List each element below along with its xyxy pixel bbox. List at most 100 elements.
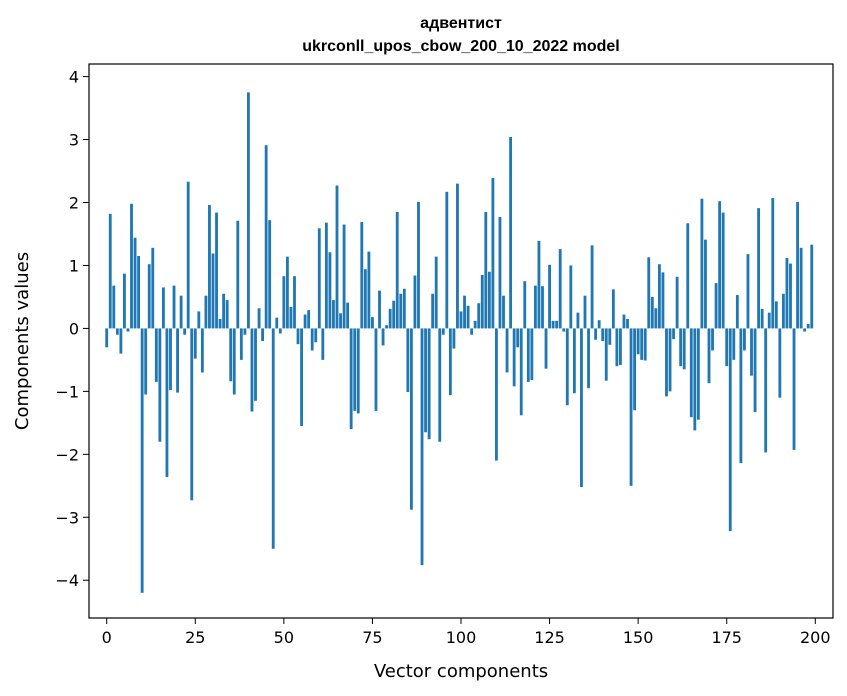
bar-96 [445,191,449,329]
bar-149 [633,328,637,411]
bar-145 [619,328,622,365]
bar-31 [215,212,218,329]
bar-48 [275,317,279,329]
bar-10 [140,328,144,593]
bar-111 [498,216,502,329]
bar-55 [300,328,303,426]
bar-129 [562,328,566,332]
bar-124 [544,328,548,369]
bar-101 [463,295,466,329]
bar-94 [438,328,442,442]
bar-153 [647,257,651,329]
bar-186 [764,328,768,453]
plot-frame [88,63,834,619]
bar-108 [487,271,491,329]
bar-37 [236,220,240,329]
bar-85 [406,328,410,392]
bar-1 [108,213,112,329]
bar-33 [222,293,226,329]
bar-175 [725,328,729,367]
bar-22 [183,328,187,335]
bar-192 [785,257,789,329]
y-tick-label: −2 [55,445,79,464]
y-tick-label: −4 [55,571,79,590]
bar-97 [448,328,452,396]
bar-83 [399,293,403,329]
bar-7 [130,203,133,329]
bar-90 [424,328,427,433]
bar-126 [551,320,555,329]
bar-70 [353,328,357,411]
bar-47 [271,328,275,549]
bar-60 [317,228,321,329]
bars-group [105,92,814,593]
bar-150 [636,328,640,355]
x-tick-label: 75 [362,628,382,647]
bar-156 [657,264,661,329]
y-axis-ticks: −4 −3 −2 −1 0 1 2 3 4 [55,68,89,590]
bar-123 [541,286,544,329]
bar-179 [739,328,743,464]
bar-110 [495,328,498,461]
bar-12 [147,264,151,329]
bar-53 [293,276,296,329]
bar-81 [392,300,396,329]
bar-116 [516,328,520,348]
bar-71 [356,328,360,414]
bar-188 [771,198,775,329]
bar-91 [427,328,431,440]
bar-58 [310,328,314,351]
bar-61 [321,328,325,360]
bar-38 [239,328,243,360]
bar-127 [555,320,559,329]
bar-4 [119,328,123,354]
bar-74 [367,251,371,329]
bar-160 [672,328,675,340]
bar-92 [431,293,435,329]
bar-65 [335,185,339,329]
bar-184 [757,208,761,329]
bar-106 [480,274,484,329]
bar-163 [682,328,686,370]
bar-79 [385,325,389,329]
x-axis-label: Vector components [374,661,548,682]
bar-174 [721,212,725,329]
bar-182 [750,328,753,376]
bar-147 [626,318,629,329]
bar-190 [778,328,782,398]
bar-89 [420,328,424,566]
bar-46 [268,220,272,329]
bar-57 [307,310,311,329]
bar-104 [473,320,477,329]
bar-26 [197,311,201,329]
bar-177 [732,328,736,360]
bar-24 [190,328,194,501]
x-tick-label: 25 [185,628,205,647]
bar-11 [144,328,148,395]
bar-137 [590,245,594,329]
bar-50 [282,276,286,329]
bar-185 [760,308,764,329]
bar-130 [565,328,569,406]
bar-172 [714,283,718,329]
bar-20 [176,328,179,393]
bar-95 [441,328,445,335]
bar-44 [261,328,265,341]
bar-112 [502,295,505,329]
bar-78 [381,328,385,346]
x-tick-label: 150 [623,628,654,647]
bar-136 [587,328,590,389]
bar-14 [154,328,158,382]
y-tick-label: 0 [69,319,79,338]
x-tick-label: 0 [102,628,112,647]
bar-109 [491,177,495,329]
bar-144 [615,328,619,367]
bar-13 [151,247,155,329]
bar-193 [789,263,792,329]
bar-164 [686,223,690,329]
bar-80 [388,308,392,329]
bar-143 [611,289,615,329]
bar-155 [654,308,658,329]
bar-41 [250,328,254,412]
